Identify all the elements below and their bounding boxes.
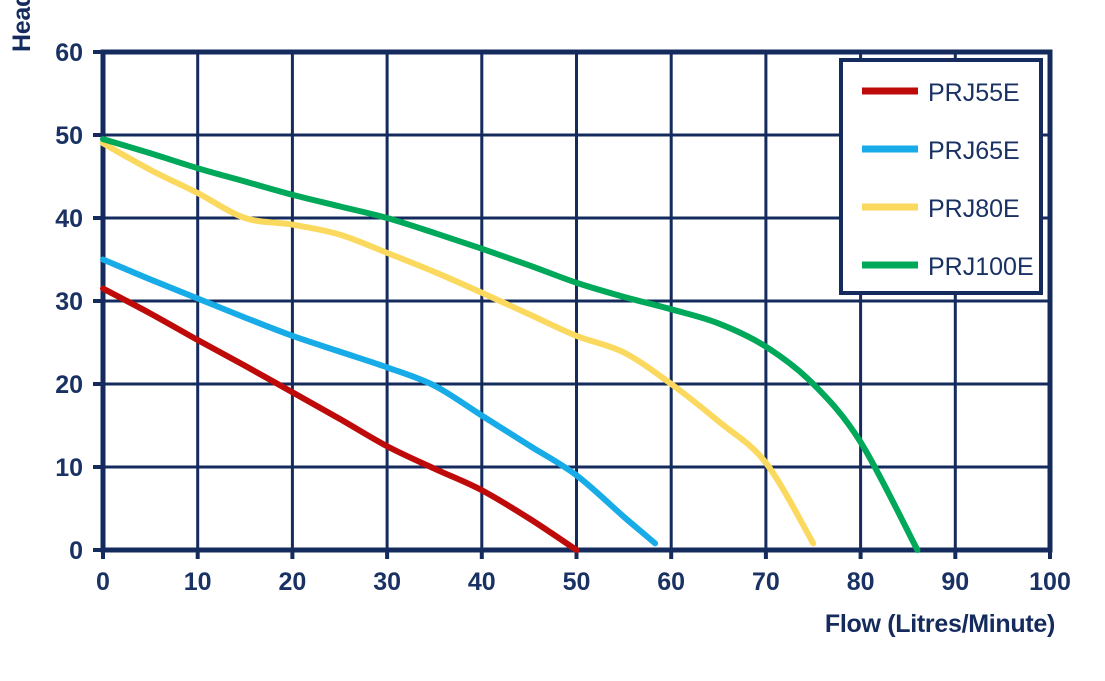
x-tick-label: 30 bbox=[373, 568, 401, 596]
x-tick-label: 10 bbox=[184, 568, 212, 596]
x-tick-label: 90 bbox=[941, 568, 969, 596]
curve-prj65e bbox=[100, 256, 659, 547]
curve-prj80e bbox=[100, 140, 817, 547]
x-tick-label: 80 bbox=[847, 568, 875, 596]
y-tick-label: 60 bbox=[55, 39, 83, 67]
y-tick-labels: 0 10 20 30 40 50 60 bbox=[55, 39, 83, 565]
y-tick-label: 30 bbox=[55, 288, 83, 316]
curve-prj100e bbox=[100, 136, 921, 553]
x-tick-label: 0 bbox=[96, 568, 110, 596]
curves bbox=[100, 136, 921, 553]
x-tick-label: 20 bbox=[278, 568, 306, 596]
x-axis-title: Flow (Litres/Minute) bbox=[825, 610, 1055, 638]
legend-label-prj80e: PRJ80E bbox=[928, 195, 1020, 223]
x-tick-label: 70 bbox=[752, 568, 780, 596]
y-tick-label: 0 bbox=[69, 537, 83, 565]
curve-prj55e bbox=[100, 285, 580, 553]
y-tick-label: 10 bbox=[55, 454, 83, 482]
y-tick-label: 40 bbox=[55, 205, 83, 233]
legend-label-prj55e: PRJ55E bbox=[928, 79, 1020, 107]
x-tick-labels: 0 10 20 30 40 50 60 70 80 90 100 bbox=[96, 568, 1071, 596]
x-tick-label: 60 bbox=[657, 568, 685, 596]
legend-label-prj65e: PRJ65E bbox=[928, 137, 1020, 165]
x-tick-label: 50 bbox=[563, 568, 591, 596]
y-tick-label: 50 bbox=[55, 122, 83, 150]
legend-box bbox=[839, 58, 1043, 295]
legend-label-prj100e: PRJ100E bbox=[928, 253, 1034, 281]
legend: PRJ55E PRJ65E PRJ80E PRJ100E bbox=[839, 58, 1043, 295]
x-tick-label: 40 bbox=[468, 568, 496, 596]
y-tick-label: 20 bbox=[55, 371, 83, 399]
x-tick-label: 100 bbox=[1029, 568, 1071, 596]
y-axis-title: Head (m) bbox=[8, 0, 36, 52]
